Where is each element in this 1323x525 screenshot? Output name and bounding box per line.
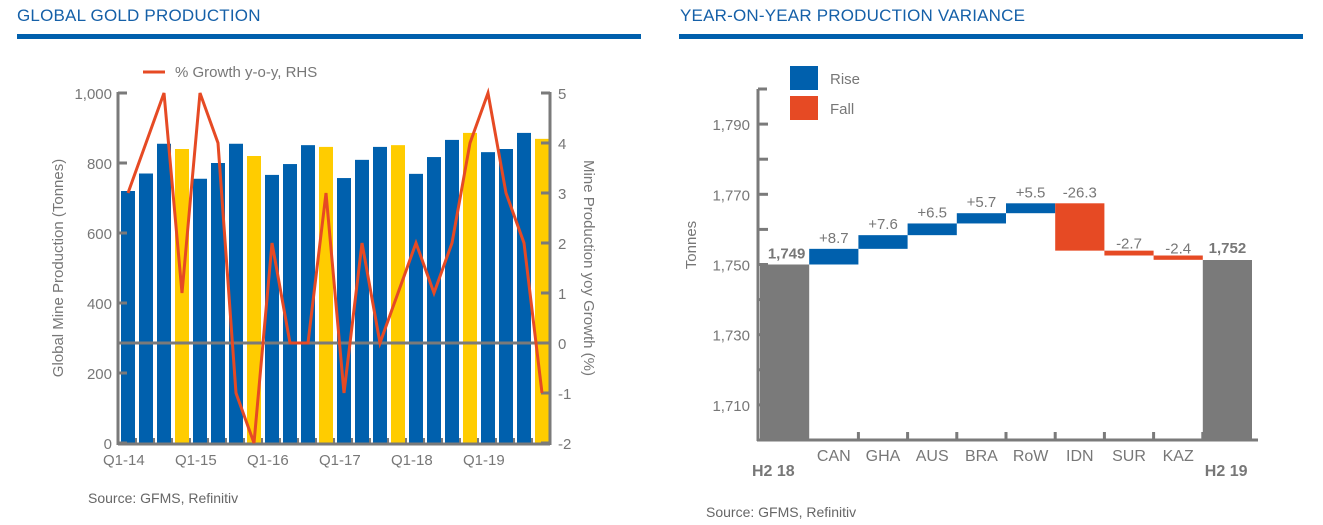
step-value-label: -2.7 <box>1116 236 1142 253</box>
step-value-label: -26.3 <box>1063 184 1097 201</box>
y-tick-label: 1,790 <box>712 117 750 134</box>
left-y-tick-label: 600 <box>87 226 112 243</box>
step-category-label: IDN <box>1066 448 1094 465</box>
y-axis-title: Tonnes <box>683 221 700 269</box>
start-total-label: 1,749 <box>768 246 806 263</box>
start-total-bar <box>760 264 810 440</box>
rise-bar <box>956 213 1006 224</box>
left-title-rule <box>17 34 641 39</box>
production-bar <box>139 173 153 443</box>
production-bar <box>337 178 351 444</box>
x-tick-label: Q1-19 <box>463 452 505 469</box>
production-bar <box>499 149 513 443</box>
production-bar <box>247 156 261 443</box>
step-value-label: +7.6 <box>868 216 898 233</box>
left-y-tick-label: 0 <box>104 436 112 453</box>
right-source-note: Source: GFMS, Refinitiv <box>706 504 857 520</box>
production-bar <box>517 132 531 443</box>
right-chart-title: YEAR-ON-YEAR PRODUCTION VARIANCE <box>680 6 1026 25</box>
right-y-tick-label: 1 <box>558 286 566 303</box>
production-bar <box>265 174 279 443</box>
left-source-note: Source: GFMS, Refinitiv <box>88 490 239 506</box>
rise-bar <box>858 235 908 249</box>
step-category-label: RoW <box>1013 448 1049 465</box>
legend-rise-swatch <box>790 66 818 90</box>
end-total-bar <box>1202 260 1252 440</box>
end-category-label: H2 19 <box>1205 463 1248 480</box>
production-bar <box>301 145 315 443</box>
end-total-label: 1,752 <box>1209 240 1247 257</box>
y-tick-label: 1,770 <box>712 187 750 204</box>
right-title-rule <box>679 34 1303 39</box>
production-bar <box>481 152 495 443</box>
right-y-tick-label: 5 <box>558 86 566 103</box>
production-variance-chart: 1,710 1,730 1,750 1,770 1,790 Tonnes 1,749 H2 1… <box>683 66 1258 480</box>
right-y-tick-label: -2 <box>558 436 571 453</box>
right-y-tick-label: 4 <box>558 136 566 153</box>
right-y-tick-label: 0 <box>558 336 566 353</box>
production-bar <box>121 191 135 443</box>
step-category-label: GHA <box>866 448 901 465</box>
step-category-label: KAZ <box>1163 448 1194 465</box>
production-bar <box>409 173 423 443</box>
left-y-tick-label: 400 <box>87 296 112 313</box>
step-category-label: CAN <box>817 448 851 465</box>
gold-production-chart: 0 200 400 600 800 1,000 -2 -1 0 1 2 3 4 5 Q1-14 Q1-15 Q1… <box>50 64 597 469</box>
production-bar <box>157 143 171 443</box>
production-bar <box>463 132 477 443</box>
step-value-label: +5.5 <box>1016 184 1046 201</box>
step-category-label: SUR <box>1112 448 1146 465</box>
step-value-label: +5.7 <box>967 194 997 211</box>
step-value-label: -2.4 <box>1165 241 1191 258</box>
right-y-axis-title: Mine Production yoy Growth (%) <box>580 160 597 376</box>
production-bar <box>373 146 387 443</box>
left-y-tick-label: 1,000 <box>74 86 112 103</box>
production-bar <box>283 164 297 444</box>
y-tick-label: 1,750 <box>712 258 750 275</box>
production-bar <box>427 157 441 444</box>
legend-fall-label: Fall <box>830 101 854 118</box>
y-tick-label: 1,730 <box>712 328 750 345</box>
legend-label: % Growth y-o-y, RHS <box>175 64 317 81</box>
step-category-label: BRA <box>965 448 998 465</box>
production-bar <box>229 143 243 443</box>
x-tick-label: Q1-18 <box>391 452 433 469</box>
right-y-tick-label: 2 <box>558 236 566 253</box>
step-category-label: AUS <box>916 448 949 465</box>
x-tick-label: Q1-17 <box>319 452 361 469</box>
left-chart-title: GLOBAL GOLD PRODUCTION <box>17 6 261 25</box>
right-y-tick-label: -1 <box>558 386 571 403</box>
x-tick-label: Q1-16 <box>247 452 289 469</box>
start-category-label: H2 18 <box>752 463 795 480</box>
legend-fall-swatch <box>790 96 818 120</box>
x-tick-label: Q1-15 <box>175 452 217 469</box>
step-value-label: +8.7 <box>819 230 849 247</box>
fall-bar <box>1104 250 1154 256</box>
rise-bar <box>907 223 957 236</box>
right-y-tick-label: 3 <box>558 186 566 203</box>
left-y-axis-title: Global Mine Production (Tonnes) <box>50 159 67 377</box>
step-value-label: +6.5 <box>917 204 947 221</box>
left-y-tick-label: 800 <box>87 156 112 173</box>
y-tick-label: 1,710 <box>712 398 750 415</box>
growth-line <box>126 87 544 444</box>
production-bar <box>193 178 207 443</box>
production-bar <box>211 163 225 443</box>
production-bar <box>355 159 369 443</box>
production-bar <box>175 149 189 443</box>
fall-bar <box>1153 255 1203 260</box>
legend-rise-label: Rise <box>830 71 860 88</box>
fall-bar <box>1055 203 1105 251</box>
x-tick-label: Q1-14 <box>103 452 145 469</box>
rise-bar <box>1006 203 1056 214</box>
left-y-tick-label: 200 <box>87 366 112 383</box>
rise-bar <box>809 248 859 265</box>
